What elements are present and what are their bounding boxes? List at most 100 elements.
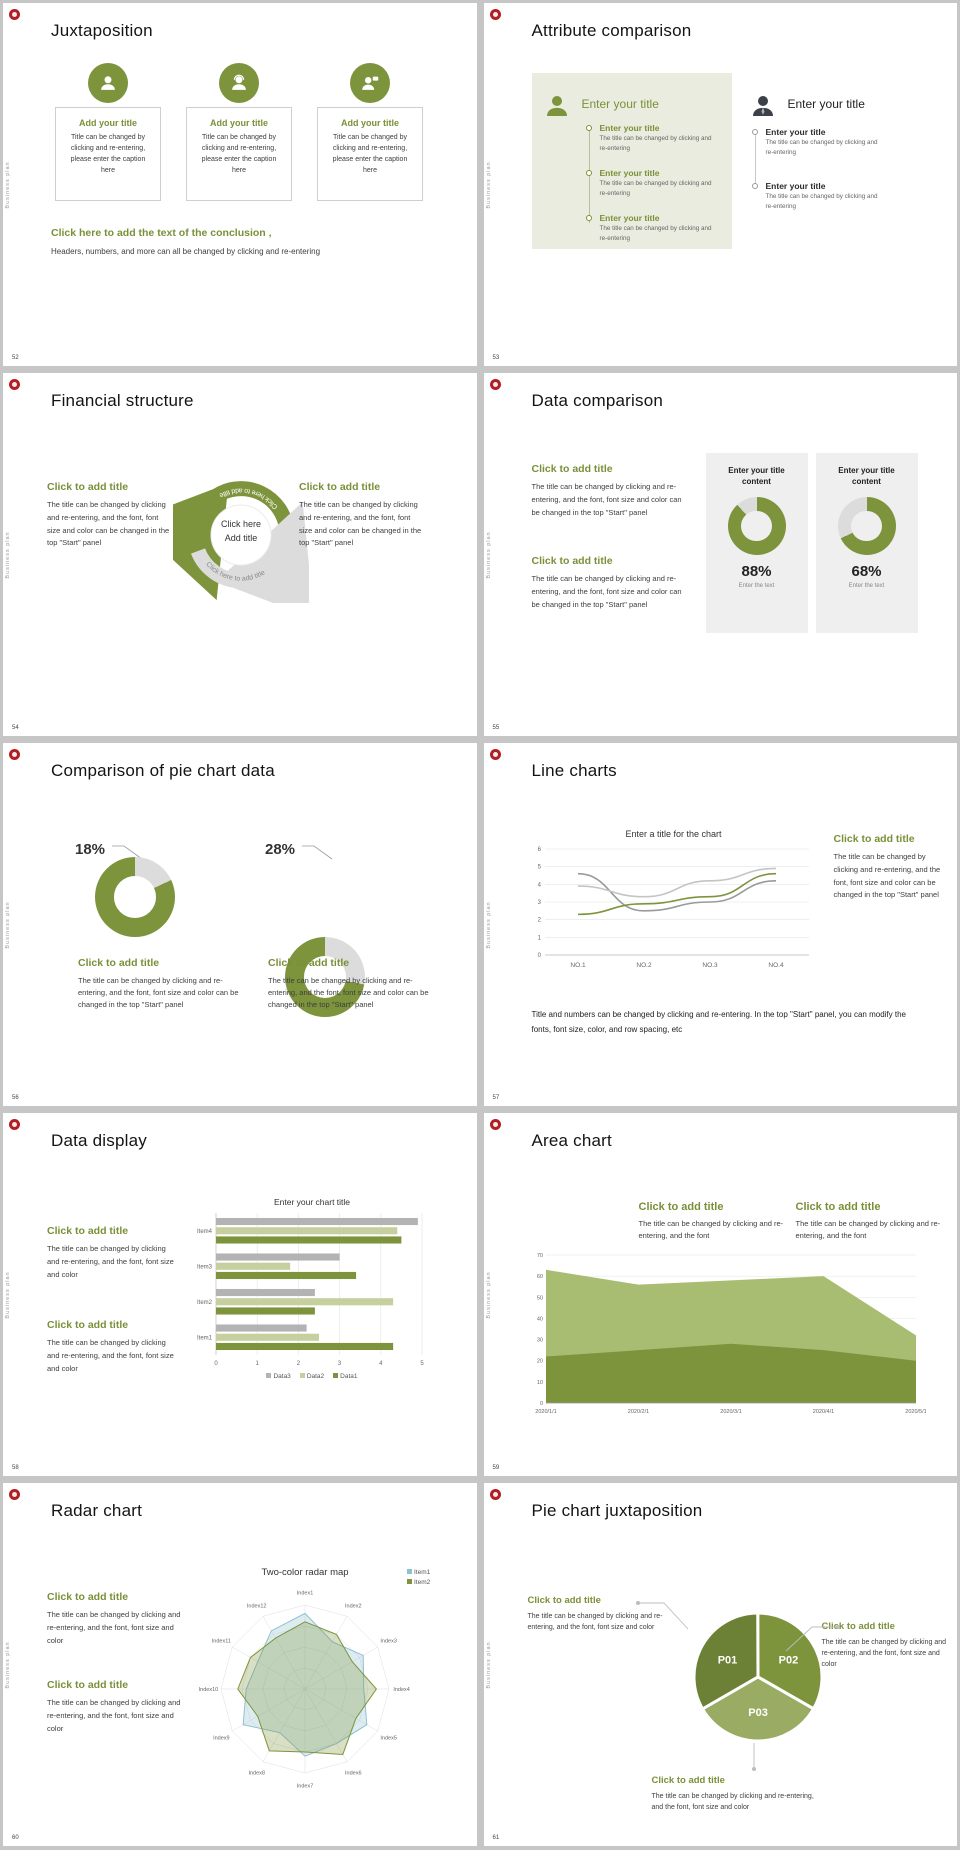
page-number: 59 — [492, 1465, 500, 1471]
leader-line — [635, 1601, 688, 1630]
slide-56[interactable]: Business plan Comparison of pie chart da… — [3, 743, 477, 1106]
svg-text:Index1: Index1 — [297, 1590, 314, 1596]
svg-text:3: 3 — [338, 1361, 342, 1367]
slide-61[interactable]: Business plan Pie chart juxtaposition P0… — [483, 1483, 957, 1846]
sidebar-vertical-text: Business plan — [485, 530, 492, 579]
slide-title: Juxtaposition — [51, 21, 153, 40]
sidebar-vertical-text: Business plan — [485, 1270, 492, 1319]
brand-logo — [489, 1489, 501, 1500]
legend-entry: Data2 — [299, 1373, 324, 1380]
timeline-line — [588, 131, 590, 223]
sidebar-vertical-text: Business plan — [485, 1640, 492, 1689]
side-heading: Click to add title — [833, 833, 915, 845]
businessman-icon — [748, 91, 778, 126]
svg-text:Index9: Index9 — [213, 1735, 230, 1741]
donut-chart — [727, 497, 786, 556]
gauge-card[interactable]: Enter your title content 68% Enter the t… — [815, 453, 918, 633]
slide-title: Area chart — [531, 1131, 612, 1150]
svg-text:2: 2 — [537, 918, 541, 924]
panel-heading: Enter your title — [581, 97, 659, 111]
timeline-bullet — [585, 125, 592, 131]
conclusion-body: Headers, numbers, and more can all be ch… — [51, 247, 321, 256]
svg-text:0: 0 — [537, 953, 541, 959]
item-title: Enter your title — [599, 123, 660, 133]
sidebar-vertical-text: Business plan — [5, 1270, 11, 1319]
slide-52[interactable]: Business plan Juxtaposition Add your tit… — [3, 3, 477, 366]
person-icon — [88, 63, 128, 103]
section-heading: Click to add title — [47, 1591, 129, 1603]
slide-59[interactable]: Business plan Area chart Click to add ti… — [483, 1113, 957, 1476]
slide-title: Data display — [51, 1131, 147, 1150]
slide-54[interactable]: Business plan Financial structure Click … — [3, 373, 477, 736]
section-heading: Click to add title — [531, 555, 613, 567]
sidebar-vertical-text: Business plan — [5, 160, 11, 209]
page-number: 52 — [12, 355, 19, 361]
svg-text:1: 1 — [256, 1361, 260, 1367]
feature-card[interactable]: Add your title Title can be changed by c… — [186, 107, 292, 201]
page-number: 60 — [12, 1835, 19, 1841]
item-body: The title can be changed by clicking and… — [599, 225, 712, 242]
svg-text:Index3: Index3 — [380, 1639, 397, 1645]
item-title: Enter your title — [765, 127, 826, 137]
svg-text:Index10: Index10 — [199, 1687, 219, 1693]
slide-55[interactable]: Business plan Data comparison Click to a… — [483, 373, 957, 736]
leader-line — [751, 1743, 756, 1771]
brand-logo — [9, 379, 20, 390]
svg-text:70: 70 — [536, 1253, 542, 1259]
slide-title: Financial structure — [51, 391, 194, 410]
slide-60[interactable]: Business plan Radar chart Click to add t… — [3, 1483, 477, 1846]
callout-heading: Click to add title — [651, 1775, 725, 1786]
gauge-card[interactable]: Enter your title content 88% Enter the t… — [705, 453, 808, 633]
side-body: The title can be changed by clicking and… — [833, 852, 941, 900]
conclusion-title: Click here to add the text of the conclu… — [51, 227, 272, 239]
timeline-bullet — [585, 170, 592, 176]
svg-text:NO.3: NO.3 — [702, 962, 718, 969]
pie-chart: P01 P02 P03 — [692, 1611, 823, 1743]
left-body: The title can be changed by clicking and… — [47, 500, 170, 548]
section-heading: Click to add title — [638, 1201, 724, 1213]
slide-title: Attribute comparison — [531, 21, 692, 40]
donut-heading: Click to add title — [78, 957, 160, 969]
svg-text:5: 5 — [537, 865, 541, 871]
page-number: 56 — [12, 1095, 19, 1101]
svg-text:4: 4 — [379, 1361, 383, 1367]
section-heading: Click to add title — [47, 1319, 129, 1331]
item-body: The title can be changed by clicking and… — [599, 135, 712, 152]
chart-title: Enter a title for the chart — [625, 829, 722, 839]
timeline-bullet — [751, 129, 758, 135]
person-chat-icon — [350, 63, 390, 103]
person-headset-icon — [219, 63, 259, 103]
item-title: Enter your title — [599, 213, 660, 223]
bar-chart: 0 1 2 3 4 5 Item1 Item2 Item3 Item4 — [197, 1213, 424, 1367]
center-line1: Click here — [220, 519, 261, 529]
feature-card[interactable]: Add your title Title can be changed by c… — [55, 107, 161, 201]
svg-text:2020/5/1: 2020/5/1 — [905, 1409, 926, 1415]
svg-text:1: 1 — [537, 935, 541, 941]
slide-57[interactable]: Business plan Line charts Enter a title … — [483, 743, 957, 1106]
sidebar-vertical-text: Business plan — [485, 900, 492, 949]
sidebar-vertical-text: Business plan — [485, 160, 492, 209]
donut-chart — [95, 857, 175, 937]
slide-title: Data comparison — [531, 391, 664, 410]
item-body: The title can be changed by clicking and… — [599, 180, 712, 197]
section-body: The title can be changed by clicking and… — [531, 574, 682, 609]
section-body: The title can be changed by clicking and… — [795, 1219, 941, 1240]
svg-text:2020/1/1: 2020/1/1 — [535, 1409, 556, 1415]
leader-line — [302, 845, 333, 860]
section-body: The title can be changed by clicking and… — [47, 1610, 181, 1645]
slide-58[interactable]: Business plan Data display Click to add … — [3, 1113, 477, 1476]
timeline-bullet — [585, 215, 592, 221]
section-heading: Click to add title — [795, 1201, 881, 1213]
panel-heading: Enter your title — [787, 97, 865, 111]
slide-53[interactable]: Business plan Attribute comparison Enter… — [483, 3, 957, 366]
chart-legend: Item1 Item2 — [407, 1569, 430, 1586]
timeline-line — [754, 135, 756, 187]
sidebar-vertical-text: Business plan — [5, 1640, 11, 1689]
donut-body: The title can be changed by clicking and… — [268, 976, 429, 1009]
brand-logo — [489, 9, 501, 20]
feature-card[interactable]: Add your title Title can be changed by c… — [317, 107, 423, 201]
card-title: Add your title — [79, 118, 137, 128]
section-heading: Click to add title — [47, 1679, 129, 1691]
left-attribute-panel: Enter your title Enter your title The ti… — [531, 73, 732, 249]
